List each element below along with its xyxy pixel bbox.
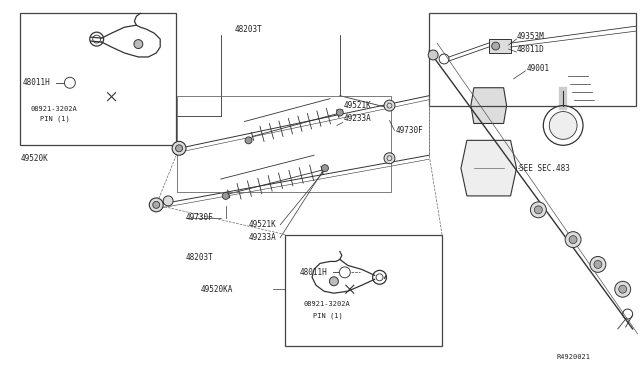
Text: 48011H: 48011H [299,268,327,277]
Circle shape [330,277,339,286]
Bar [285,235,442,346]
Circle shape [153,201,160,208]
Text: PIN (1): PIN (1) [40,115,70,122]
Bar [489,39,511,53]
Text: 49233A: 49233A [248,233,276,242]
Text: 48203T: 48203T [186,253,214,262]
Circle shape [384,153,395,164]
Circle shape [384,100,395,111]
Text: 49730F: 49730F [396,126,423,135]
Circle shape [549,112,577,140]
Circle shape [594,260,602,268]
Text: 49520K: 49520K [20,154,48,163]
Bar [177,96,392,192]
Circle shape [531,202,547,218]
Text: 48011H: 48011H [22,78,50,87]
Text: 49001: 49001 [527,64,550,73]
Circle shape [615,281,630,297]
Bar [429,13,636,106]
Circle shape [149,198,163,212]
Polygon shape [471,88,507,124]
Text: 49233A: 49233A [344,114,372,123]
Circle shape [619,285,627,293]
Text: 48203T: 48203T [235,25,262,34]
Polygon shape [461,140,516,196]
Circle shape [163,196,173,206]
Text: 49353M: 49353M [516,32,544,41]
Circle shape [337,109,343,116]
Circle shape [175,145,182,152]
Text: 08921-3202A: 08921-3202A [303,301,350,307]
Text: PIN (1): PIN (1) [313,313,343,319]
Circle shape [134,39,143,48]
Bar [20,13,176,145]
Circle shape [245,137,252,144]
Circle shape [590,256,606,272]
Circle shape [321,165,328,171]
Circle shape [172,141,186,155]
Text: SEE SEC.483: SEE SEC.483 [518,164,570,173]
Circle shape [428,50,438,60]
Text: 49521K: 49521K [344,101,372,110]
Text: 48011D: 48011D [516,45,544,54]
Circle shape [492,42,500,50]
Text: 49730F: 49730F [186,213,214,222]
Text: R4920021: R4920021 [556,354,590,360]
Circle shape [565,232,581,247]
Circle shape [534,206,542,214]
Circle shape [222,192,229,199]
Text: 08921-3202A: 08921-3202A [30,106,77,112]
Text: 49520KA: 49520KA [201,285,233,294]
Text: 49521K: 49521K [248,220,276,229]
Circle shape [569,235,577,244]
